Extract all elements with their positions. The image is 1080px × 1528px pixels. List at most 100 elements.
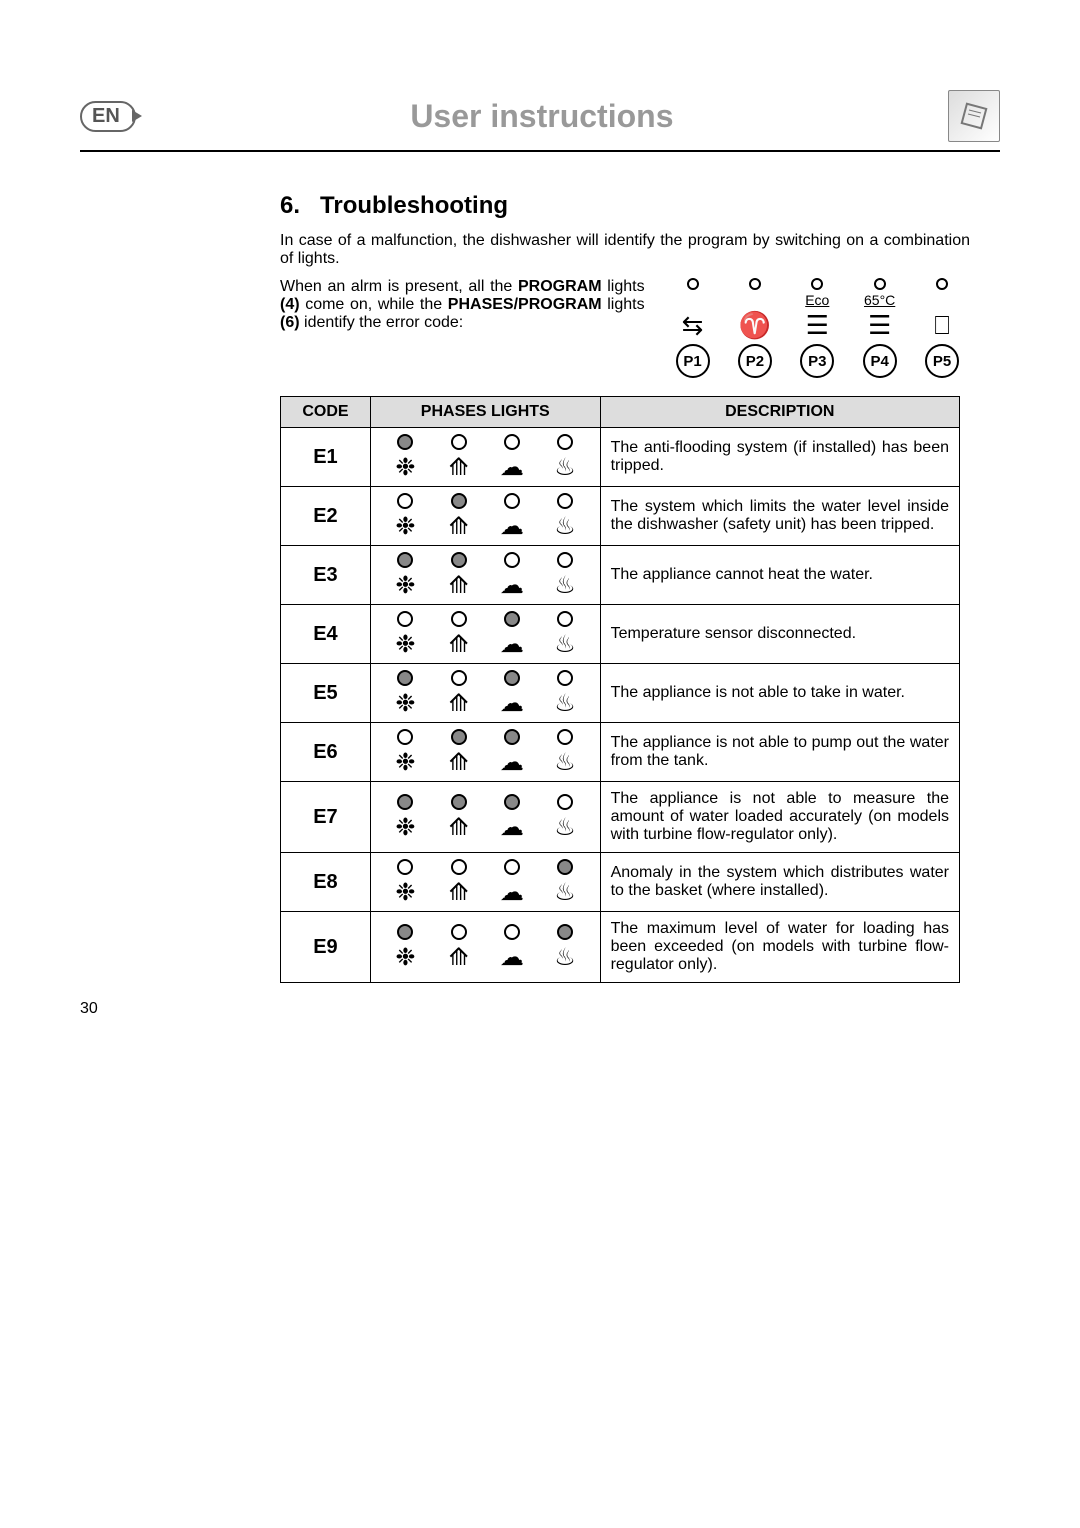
indicator-off-icon bbox=[451, 859, 467, 875]
alarm-bold-4: (6) bbox=[280, 314, 300, 331]
program-panel: Eco65°C ⇆♈☰☰⎕ P1P2P3P4P5 bbox=[665, 278, 970, 378]
phase-icon: ❉ bbox=[395, 692, 415, 716]
phase-icon: ♨ bbox=[554, 456, 576, 480]
program-indicator-row bbox=[665, 278, 970, 290]
indicator-off-icon bbox=[504, 859, 520, 875]
program-icon: ⎕ bbox=[934, 310, 950, 340]
phase-icon: ❉ bbox=[395, 881, 415, 905]
content-area: 6. Troubleshooting In case of a malfunct… bbox=[80, 192, 1000, 983]
phase-icon: ⟰ bbox=[449, 692, 469, 716]
indicator-on-icon bbox=[397, 552, 413, 568]
program-label-row: Eco65°C bbox=[665, 292, 970, 310]
indicator-on-icon bbox=[557, 859, 573, 875]
program-indicator bbox=[874, 278, 886, 290]
table-header-row: CODE PHASES LIGHTS DESCRIPTION bbox=[281, 397, 960, 428]
phases-lights-cell: ❉⟰☁♨ bbox=[370, 546, 600, 605]
indicator-on-icon bbox=[504, 611, 520, 627]
error-description: The appliance is not able to take in wat… bbox=[600, 664, 959, 723]
phase-icon: ❉ bbox=[395, 515, 415, 539]
alarm-bold-2: (4) bbox=[280, 296, 300, 313]
phases-lights-cell: ❉ ⟰ ☁ ♨ bbox=[370, 428, 600, 487]
error-description: The appliance is not able to pump out th… bbox=[600, 723, 959, 782]
indicator-on-icon bbox=[451, 794, 467, 810]
indicator-off-icon bbox=[451, 924, 467, 940]
indicator-on-icon bbox=[451, 552, 467, 568]
alarm-text-1: When an alrm is present, all the bbox=[280, 278, 518, 295]
indicator-off-icon bbox=[397, 729, 413, 745]
program-indicator bbox=[749, 278, 761, 290]
indicator-on-icon bbox=[504, 729, 520, 745]
language-badge: EN bbox=[80, 101, 136, 132]
error-description: The anti-flooding system (if installed) … bbox=[600, 428, 959, 487]
phase-icon: ⟰ bbox=[449, 946, 469, 970]
indicator-off-icon bbox=[397, 611, 413, 627]
phase-icon: ⟰ bbox=[449, 751, 469, 775]
indicator-on-icon bbox=[397, 794, 413, 810]
indicator-on-icon bbox=[451, 493, 467, 509]
page-number: 30 bbox=[80, 1000, 98, 1018]
program-circle: P1 bbox=[676, 344, 710, 378]
error-code: E4 bbox=[281, 605, 371, 664]
error-code: E1 bbox=[281, 428, 371, 487]
program-indicator bbox=[687, 278, 699, 290]
phases-lights-cell: ❉ ⟰ ☁ ♨ bbox=[370, 723, 600, 782]
table-row: E1 ❉ ⟰ ☁ ♨ The anti-flooding system (if insta… bbox=[281, 428, 960, 487]
phase-icon: ⟰ bbox=[449, 633, 469, 657]
program-icon: ♈ bbox=[739, 310, 771, 340]
phase-icon: ⟰ bbox=[449, 816, 469, 840]
error-code: E3 bbox=[281, 546, 371, 605]
phase-icon: ⟰ bbox=[449, 456, 469, 480]
alarm-text-5: come on, while the bbox=[300, 296, 448, 313]
indicator-off-icon bbox=[451, 611, 467, 627]
indicator-off-icon bbox=[451, 434, 467, 450]
indicator-on-icon bbox=[557, 924, 573, 940]
alarm-text-3: lights bbox=[602, 278, 645, 295]
alarm-paragraph: When an alrm is present, all the PROGRAM… bbox=[280, 278, 645, 332]
intro-paragraph: In case of a malfunction, the dishwasher… bbox=[280, 232, 970, 268]
section-title: Troubleshooting bbox=[320, 192, 508, 219]
phase-icon: ♨ bbox=[554, 692, 576, 716]
phase-icon: ⟰ bbox=[449, 574, 469, 598]
indicator-on-icon bbox=[451, 729, 467, 745]
table-row: E4❉⟰☁♨Temperature sensor disconnected. bbox=[281, 605, 960, 664]
phase-icon: ☁ bbox=[500, 515, 524, 539]
book-icon bbox=[959, 101, 989, 131]
error-code: E7 bbox=[281, 782, 371, 853]
alarm-bold-3: PHASES/PROGRAM bbox=[448, 296, 602, 313]
indicator-on-icon bbox=[397, 434, 413, 450]
program-icon: ⇆ bbox=[682, 310, 704, 340]
phase-icon: ☁ bbox=[500, 456, 524, 480]
program-circle: P5 bbox=[925, 344, 959, 378]
header-code: CODE bbox=[281, 397, 371, 428]
phase-icon: ☁ bbox=[500, 692, 524, 716]
error-description: The appliance cannot heat the water. bbox=[600, 546, 959, 605]
indicator-off-icon bbox=[504, 552, 520, 568]
indicator-off-icon bbox=[397, 859, 413, 875]
phase-icon: ☁ bbox=[500, 751, 524, 775]
indicator-off-icon bbox=[557, 794, 573, 810]
page: EN User instructions 6. Troubleshooting … bbox=[0, 0, 1080, 1528]
phase-icon: ❉ bbox=[395, 816, 415, 840]
phase-icon: ♨ bbox=[554, 751, 576, 775]
program-icon-row: ⇆♈☰☰⎕ bbox=[665, 310, 970, 340]
phase-icon: ⟰ bbox=[449, 881, 469, 905]
phases-lights-cell: ❉⟰☁♨ bbox=[370, 853, 600, 912]
error-description: The system which limits the water level … bbox=[600, 487, 959, 546]
section-number: 6. bbox=[280, 192, 300, 219]
phase-icon: ❉ bbox=[395, 456, 415, 480]
table-row: E8❉⟰☁♨Anomaly in the system which distri… bbox=[281, 853, 960, 912]
alarm-bold-1: PROGRAM bbox=[518, 278, 602, 295]
manual-icon bbox=[948, 90, 1000, 142]
phase-icon: ♨ bbox=[554, 946, 576, 970]
indicator-on-icon bbox=[397, 924, 413, 940]
phase-icon: ☁ bbox=[500, 946, 524, 970]
phase-icon: ❉ bbox=[395, 574, 415, 598]
indicator-off-icon bbox=[504, 434, 520, 450]
error-description: Anomaly in the system which distributes … bbox=[600, 853, 959, 912]
phase-icon: ❉ bbox=[395, 751, 415, 775]
program-indicator bbox=[811, 278, 823, 290]
indicator-on-icon bbox=[504, 794, 520, 810]
phase-icon: ♨ bbox=[554, 515, 576, 539]
indicator-off-icon bbox=[557, 611, 573, 627]
section-heading: 6. Troubleshooting bbox=[280, 192, 970, 220]
